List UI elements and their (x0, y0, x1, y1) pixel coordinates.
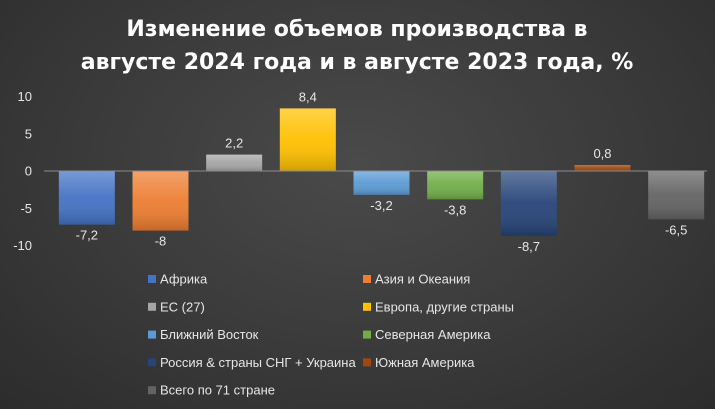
bar-shine (58, 171, 115, 225)
legend-item: Всего по 71 стране (148, 383, 275, 398)
bar-shine (206, 154, 263, 171)
legend-item: ЕС (27) (148, 299, 205, 314)
legend-swatch (363, 358, 371, 367)
bar-shine (427, 171, 484, 200)
legend-swatch (148, 302, 156, 311)
bar-shine (132, 171, 189, 231)
bar-shine (353, 171, 410, 195)
legend-item: Ближний Восток (148, 327, 259, 342)
legend-label: Африка (160, 272, 208, 287)
bars (44, 108, 707, 236)
legend-label: Россия & страны СНГ + Украина (160, 355, 356, 370)
y-tick-label: 0 (25, 164, 32, 179)
legend-item: Африка (148, 272, 208, 287)
data-label: -6,5 (665, 222, 687, 237)
chart-title-line-2: августе 2024 года и в августе 2023 года,… (81, 50, 634, 75)
legend-item: Азия и Океания (363, 272, 470, 287)
legend-label: Ближний Восток (160, 327, 259, 342)
legend-item: Россия & страны СНГ + Украина (148, 355, 356, 370)
legend: Африка Азия и Океания ЕС (27) Европа, други… (148, 272, 514, 398)
legend-label: Азия и Океания (375, 272, 470, 287)
bar-shine (500, 171, 557, 236)
legend-label: Северная Америка (375, 327, 491, 342)
data-label: -3,2 (370, 198, 392, 213)
data-label: -7,2 (76, 228, 98, 243)
y-tick-label: -10 (13, 238, 32, 253)
y-tick-label: -5 (20, 201, 32, 216)
legend-item: Северная Америка (363, 327, 491, 342)
legend-label: Южная Америка (375, 355, 475, 370)
legend-swatch (363, 330, 371, 339)
data-labels: -7,2 -8 2,2 8,4 -3,2 -3,8 -8,7 0,8 -6,5 (76, 89, 688, 253)
legend-label: Всего по 71 стране (160, 383, 275, 398)
y-tick-label: 10 (18, 89, 32, 104)
data-label: -8,7 (518, 239, 540, 254)
legend-label: Европа, другие страны (375, 299, 514, 314)
bar-shine (574, 165, 631, 171)
chart-title-line-1: Изменение объемов производства в (126, 17, 587, 42)
legend-swatch (148, 330, 156, 339)
legend-label: ЕС (27) (160, 299, 205, 314)
y-axis: 10 5 0 -5 -10 (13, 89, 32, 253)
data-label: 0,8 (593, 146, 611, 161)
legend-swatch (148, 386, 156, 395)
data-label: 2,2 (225, 136, 243, 151)
legend-item: Европа, другие страны (363, 299, 514, 314)
legend-swatch (363, 275, 371, 283)
legend-item: Южная Америка (363, 355, 475, 370)
y-tick-label: 5 (25, 126, 32, 141)
data-label: -8 (155, 234, 167, 249)
data-label: -3,8 (444, 202, 466, 217)
legend-swatch (148, 358, 156, 367)
legend-swatch (363, 302, 371, 311)
data-label: 8,4 (299, 89, 317, 104)
bar-shine (648, 171, 705, 220)
legend-swatch (148, 275, 156, 283)
bar-shine (279, 108, 336, 171)
